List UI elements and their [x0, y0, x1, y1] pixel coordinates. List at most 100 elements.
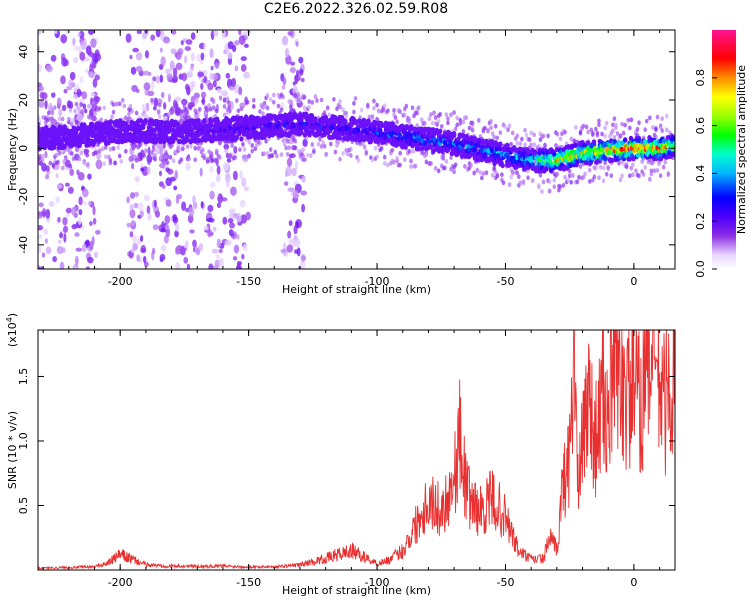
spectrogram-cell — [219, 258, 225, 268]
spectrogram-cell — [295, 41, 299, 47]
spectrogram-cell — [218, 95, 223, 101]
spectrogram-cell — [629, 165, 634, 171]
spectrogram-cell — [50, 105, 54, 111]
spectrogram-cell — [634, 168, 638, 174]
spectrogram-cell — [486, 127, 490, 133]
spectrogram-cell — [56, 159, 60, 165]
spectrogram-cell — [578, 130, 583, 136]
spectrogram-cell — [119, 158, 124, 164]
spectrogram-cell — [181, 146, 185, 152]
spectrogram-cell — [126, 196, 130, 204]
spectrogram-cell — [92, 60, 97, 69]
spectrogram-cell — [69, 117, 75, 125]
spectrogram-cell — [95, 159, 103, 170]
spectrogram-cell — [165, 177, 172, 187]
spectrogram-cell — [409, 158, 413, 164]
spectrogram-heatmap — [38, 30, 675, 269]
spectrogram-cell — [209, 48, 214, 59]
spectrogram-cell — [207, 103, 211, 108]
spectrogram-cell — [229, 222, 235, 229]
spectrogram-cell — [407, 120, 412, 126]
spectrogram-cell — [310, 142, 315, 147]
spectrogram-cell — [50, 109, 54, 115]
spectrogram-cell — [631, 162, 635, 168]
spectrogram-cell — [242, 131, 248, 137]
spectrogram-cell — [51, 92, 56, 98]
spectrogram-cell — [291, 167, 297, 177]
spectrogram-cell — [145, 106, 150, 112]
spectrogram-cell — [211, 99, 216, 105]
spectrogram-cell — [313, 94, 318, 100]
spectrogram-cell — [309, 113, 315, 119]
spectrogram-cell — [38, 99, 45, 108]
spectrogram-cell — [227, 41, 234, 50]
spectrogram-cell — [160, 56, 166, 67]
spectrogram-cell — [128, 103, 133, 109]
spectrogram-cell — [577, 174, 581, 180]
spectrogram-cell — [153, 153, 157, 158]
spectrogram-cell — [537, 184, 541, 190]
spectrogram-cell — [614, 125, 618, 131]
spectrogram-cell — [280, 248, 287, 254]
spectrogram-y-tick-label: -40 — [17, 236, 30, 254]
spectrogram-cell — [281, 94, 285, 100]
spectrogram-cell — [79, 102, 83, 107]
spectrogram-cell — [574, 124, 578, 130]
spectrogram-cell — [222, 216, 228, 225]
spectrogram-cell — [230, 186, 237, 196]
spectrogram-cell — [532, 142, 537, 148]
spectrogram-cell — [199, 167, 203, 177]
spectrogram-cell — [207, 149, 211, 155]
spectrogram-cell — [603, 160, 607, 166]
spectrogram-cell — [268, 147, 273, 152]
spectrogram-cell — [154, 210, 161, 218]
spectrogram-cell — [209, 165, 214, 173]
spectrogram-cell — [276, 103, 281, 109]
spectrogram-cell — [97, 148, 102, 154]
spectrogram-cell — [160, 244, 167, 252]
spectrogram-cell — [108, 160, 113, 166]
spectrogram-cell — [469, 162, 473, 168]
spectrogram-cell — [224, 239, 232, 246]
spectrogram-cell — [38, 64, 42, 73]
spectrogram-cell — [193, 157, 197, 163]
spectrogram-cell — [287, 230, 292, 239]
spectrogram-cell — [566, 177, 570, 183]
spectrogram-cell — [235, 98, 239, 103]
spectrogram-cell — [372, 105, 376, 111]
spectrogram-cell — [215, 253, 220, 259]
spectrogram-cell — [472, 170, 476, 176]
spectrogram-cell — [85, 68, 90, 74]
spectrogram-cell — [395, 119, 399, 125]
snr-ticks: -200 -150 -100 -50 0 0.5 1.0 1.5 — [17, 330, 675, 589]
spectrogram-cell — [495, 135, 500, 141]
spectrogram-cell — [484, 170, 489, 176]
spectrogram-cell — [135, 65, 143, 72]
spectrogram-cell — [603, 125, 607, 131]
spectrogram-cell — [637, 120, 641, 126]
spectrogram-cell — [538, 172, 543, 178]
spectrogram-cell — [189, 64, 194, 72]
spectrogram-cell — [77, 107, 82, 112]
spectrogram-cell — [38, 125, 41, 131]
spectrogram-cell — [128, 155, 134, 163]
spectrogram-cell — [239, 106, 244, 112]
spectrogram-cell — [68, 163, 73, 169]
spectrogram-cell — [452, 169, 456, 175]
spectrogram-cell — [111, 109, 116, 115]
spectrogram-cell — [423, 120, 427, 126]
spectrogram-cell — [532, 132, 537, 138]
spectrogram-cell — [419, 117, 424, 123]
spectrogram-cell — [153, 199, 157, 208]
snr-x-tick-label: -50 — [496, 576, 514, 589]
spectrogram-cell — [166, 73, 173, 81]
spectrogram-cell — [299, 260, 306, 269]
spectrogram-cell — [600, 131, 604, 137]
spectrogram-cell — [230, 143, 234, 148]
spectrogram-cell — [281, 138, 285, 143]
spectrogram-cell — [160, 91, 165, 99]
spectrogram-cell — [227, 101, 231, 107]
spectrogram-cell — [352, 100, 356, 106]
spectrogram-cell — [172, 67, 178, 78]
spectrogram-cell — [353, 96, 358, 101]
